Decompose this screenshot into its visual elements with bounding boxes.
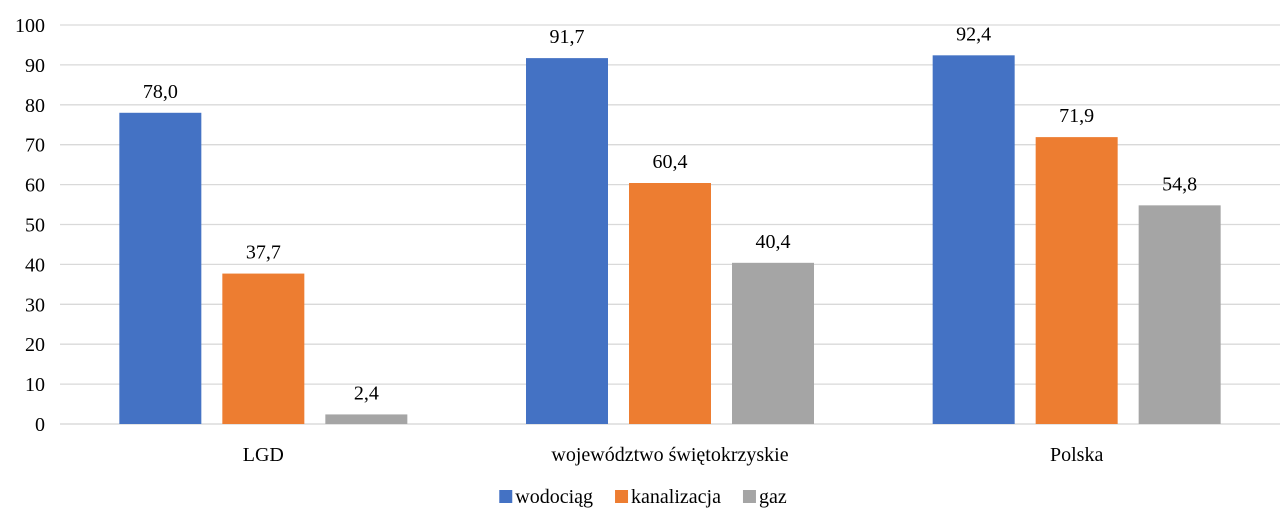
data-labels: 78,0 37,7 2,4 91,7 60,4 40,4 92,4 71,9 54,8 (143, 23, 1197, 404)
legend: wodociąg kanalizacja gaz (499, 486, 787, 508)
y-axis-ticks: 0 10 20 30 40 50 60 70 80 90 100 (15, 15, 45, 436)
legend-label: kanalizacja (631, 486, 721, 508)
x-category-label: województwo świętokrzyskie (551, 444, 788, 466)
legend-label: gaz (759, 486, 787, 508)
bar-wodociąg-Polska (932, 55, 1015, 424)
y-tick-label: 10 (25, 374, 45, 396)
legend-swatch (742, 490, 756, 503)
data-label: 54,8 (1162, 173, 1197, 195)
legend-swatch (615, 490, 629, 503)
bar-kanalizacja-Polska (1035, 137, 1118, 424)
data-label: 2,4 (354, 382, 379, 404)
y-tick-label: 20 (25, 334, 45, 356)
bars (119, 55, 1221, 424)
bar-gaz-Polska (1138, 205, 1221, 424)
bar-wodociąg-LGD (119, 112, 202, 424)
legend-item: kanalizacja (615, 486, 721, 508)
legend-item: wodociąg (499, 486, 593, 508)
legend-item: gaz (742, 486, 787, 508)
y-tick-label: 90 (25, 55, 45, 77)
y-tick-label: 0 (35, 414, 45, 436)
y-tick-label: 60 (25, 175, 45, 197)
data-label: 37,7 (246, 242, 281, 264)
legend-swatch (499, 490, 513, 503)
data-label: 40,4 (756, 231, 791, 253)
y-tick-label: 40 (25, 254, 45, 276)
data-label: 91,7 (550, 26, 585, 48)
data-label: 71,9 (1059, 105, 1094, 127)
y-tick-label: 100 (15, 15, 45, 37)
data-label: 92,4 (956, 23, 991, 45)
legend-label: wodociąg (515, 486, 593, 508)
bar-gaz-LGD (325, 414, 408, 424)
bar-kanalizacja-LGD (222, 273, 305, 424)
y-tick-label: 50 (25, 215, 45, 237)
y-tick-label: 30 (25, 294, 45, 316)
x-category-label: LGD (243, 444, 284, 466)
y-tick-label: 70 (25, 135, 45, 157)
data-label: 60,4 (653, 151, 688, 173)
bar-gaz-województwo-świętokrzyskie (732, 262, 814, 424)
bar-kanalizacja-województwo-świętokrzyskie (629, 183, 711, 424)
x-axis-categories: LGD województwo świętokrzyskie Polska (243, 444, 1104, 466)
bar-wodociąg-województwo-świętokrzyskie (526, 58, 608, 424)
x-category-label: Polska (1050, 444, 1103, 466)
data-label: 78,0 (143, 81, 178, 103)
y-tick-label: 80 (25, 95, 45, 117)
